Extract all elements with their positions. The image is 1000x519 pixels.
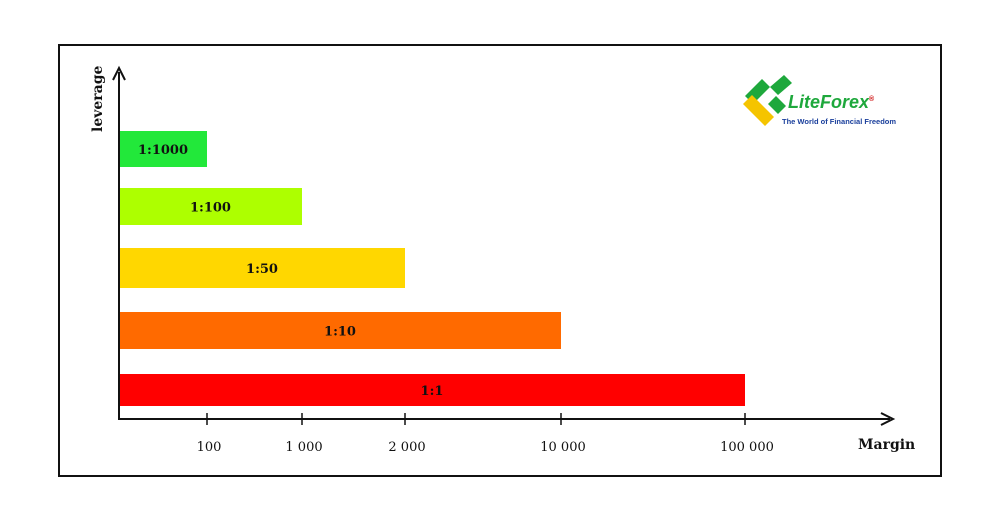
bar-1-1 <box>120 374 745 406</box>
bar-1-10 <box>120 312 561 349</box>
brand-name-lite: Lite <box>788 92 821 112</box>
x-tick-label: 100 <box>197 440 222 455</box>
bar-label-1-50: 1:50 <box>246 262 278 277</box>
x-axis-arrow <box>880 412 896 426</box>
bar-1-100 <box>120 188 302 225</box>
liteforex-logo <box>740 74 920 134</box>
bar-1-50 <box>120 248 405 288</box>
y-axis-arrow <box>112 65 126 81</box>
brand-name-forex: Forex <box>820 92 870 112</box>
brand-tagline: The World of Financial Freedom <box>782 117 897 126</box>
bar-label-1-1000: 1:1000 <box>138 143 188 158</box>
x-axis-label: Margin <box>858 437 915 453</box>
bar-label-1-1: 1:1 <box>421 384 444 399</box>
x-tick-label: 10 000 <box>540 440 586 455</box>
bar-label-1-10: 1:10 <box>324 325 356 340</box>
liteforex-wordmark: LiteForex® <box>788 92 874 113</box>
liteforex-logo-mark-icon <box>743 75 792 126</box>
x-tick-label: 2 000 <box>388 440 425 455</box>
bar-1-1000 <box>120 131 207 167</box>
x-tick-label: 1 000 <box>285 440 322 455</box>
x-tick-label: 100 000 <box>720 440 774 455</box>
bar-label-1-100: 1:100 <box>190 201 231 216</box>
y-axis-label: leverage <box>90 65 106 132</box>
registered-mark: ® <box>869 96 875 103</box>
